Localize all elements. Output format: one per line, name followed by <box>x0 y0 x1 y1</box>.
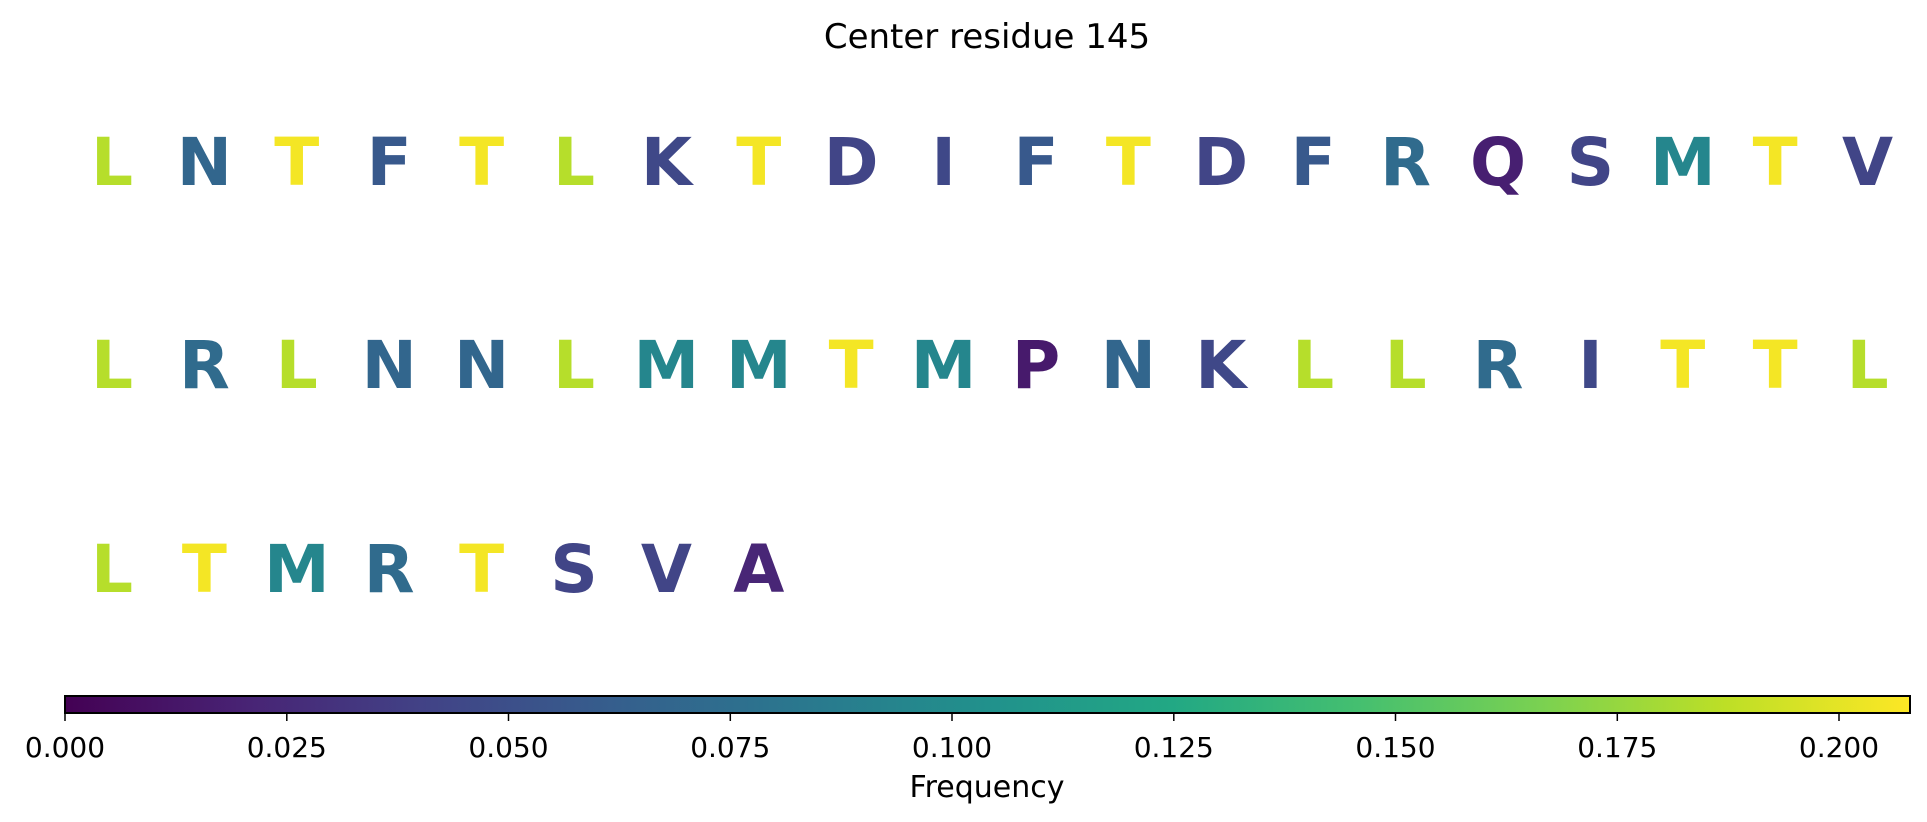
residue-letter-48: A <box>733 531 784 608</box>
residue-letter-40: L <box>1847 327 1889 404</box>
residue-letter-43: M <box>264 531 330 608</box>
residue-letter-19: T <box>1753 124 1798 201</box>
residue-letter-1: L <box>91 124 133 201</box>
residue-letter-32: N <box>1101 327 1156 404</box>
residue-letter-34: L <box>1292 327 1334 404</box>
residue-letter-46: S <box>550 531 598 608</box>
residue-letter-17: S <box>1567 124 1615 201</box>
chart-title: Center residue 145 <box>824 17 1150 57</box>
residue-letter-11: F <box>1013 124 1058 201</box>
residue-letter-16: Q <box>1470 124 1526 201</box>
residue-letter-15: R <box>1380 124 1431 201</box>
residue-letter-36: R <box>1473 327 1524 404</box>
colorbar-tick-label: 0.150 <box>1355 731 1435 764</box>
residue-letter-42: T <box>182 531 227 608</box>
colorbar-tick-label: 0.125 <box>1134 731 1214 764</box>
residue-letter-30: M <box>911 327 977 404</box>
colorbar-tick-label: 0.200 <box>1799 731 1879 764</box>
residue-letter-45: T <box>459 531 504 608</box>
residue-letter-25: N <box>454 327 509 404</box>
colorbar-gradient <box>64 695 1911 714</box>
residue-letter-24: N <box>362 327 417 404</box>
residue-letter-2: N <box>177 124 232 201</box>
residue-letter-33: K <box>1195 327 1249 404</box>
colorbar-tick-label: 0.100 <box>912 731 992 764</box>
colorbar-tick-label: 0.175 <box>1577 731 1657 764</box>
residue-letter-26: L <box>553 327 595 404</box>
residue-letter-grid: L N T F T L K T D I F T D F R Q S M T VL R L N N L M M T M P N K L L R I T T L… <box>91 124 1893 608</box>
residue-letter-3: T <box>274 124 319 201</box>
residue-letter-38: T <box>1660 327 1705 404</box>
residue-letter-6: L <box>553 124 595 201</box>
residue-letter-41: L <box>91 531 133 608</box>
residue-letter-27: M <box>634 327 700 404</box>
residue-letter-14: F <box>1291 124 1336 201</box>
residue-letter-35: L <box>1385 327 1427 404</box>
residue-letter-21: L <box>91 327 133 404</box>
residue-letter-23: L <box>276 327 318 404</box>
residue-letter-22: R <box>179 327 230 404</box>
residue-letter-20: V <box>1842 124 1893 201</box>
residue-letter-7: K <box>641 124 695 201</box>
residue-letter-29: T <box>829 327 874 404</box>
residue-letter-18: M <box>1650 124 1716 201</box>
residue-letter-28: M <box>726 327 792 404</box>
colorbar-label: Frequency <box>910 770 1065 805</box>
residue-letter-9: D <box>824 124 879 201</box>
residue-letter-13: D <box>1193 124 1248 201</box>
residue-letter-44: R <box>364 531 415 608</box>
residue-letter-5: T <box>459 124 504 201</box>
residue-letter-10: I <box>931 124 956 201</box>
residue-letter-4: F <box>367 124 412 201</box>
residue-letter-39: T <box>1753 327 1798 404</box>
residue-letter-47: V <box>641 531 692 608</box>
residue-letter-8: T <box>736 124 781 201</box>
colorbar-tick-label: 0.075 <box>690 731 770 764</box>
residue-letter-37: I <box>1578 327 1603 404</box>
colorbar-tick-label: 0.050 <box>468 731 548 764</box>
frequency-colorbar: 0.000 0.025 0.050 0.075 0.100 0.125 0.150 0.175… <box>25 695 1911 805</box>
colorbar-tick-label: 0.000 <box>25 731 105 764</box>
residue-letter-31: P <box>1012 327 1060 404</box>
colorbar-ticks: 0.000 0.025 0.050 0.075 0.100 0.125 0.150 0.175… <box>25 713 1879 764</box>
residue-letter-12: T <box>1106 124 1151 201</box>
colorbar-tick-label: 0.025 <box>247 731 327 764</box>
